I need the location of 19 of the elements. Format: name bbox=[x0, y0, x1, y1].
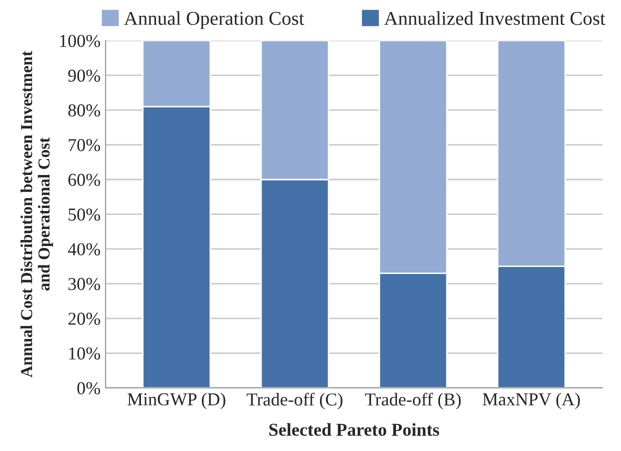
legend-label: Annual Operation Cost bbox=[124, 11, 304, 29]
x-tick-label: Trade-off (B) bbox=[365, 392, 461, 410]
y-tick-label: 10% bbox=[69, 347, 100, 360]
y-tick-label: 20% bbox=[68, 312, 100, 325]
x-tick-label: MaxNPV (A) bbox=[482, 392, 580, 410]
y-axis-title: Annual Cost Distribution between Investment and Operational Cost bbox=[20, 50, 54, 378]
x-axis-title: Selected Pareto Points bbox=[269, 423, 440, 436]
legend-label: Annualized Investment Cost bbox=[384, 11, 606, 25]
y-tick-label: 100% bbox=[60, 34, 100, 48]
y-tick-label: 40% bbox=[68, 243, 100, 256]
y-tick-label: 80% bbox=[68, 104, 100, 117]
x-tick-label: Trade-off (C) bbox=[246, 392, 342, 410]
y-tick-label: 70% bbox=[68, 139, 100, 152]
y-tick-label: 0% bbox=[77, 382, 100, 394]
y-tick-label: 50% bbox=[68, 208, 100, 221]
y-tick-label: 30% bbox=[68, 278, 100, 290]
x-tick-label: MinGWP (D) bbox=[128, 392, 226, 410]
y-tick-label: 90% bbox=[68, 70, 100, 82]
y-tick-label: 60% bbox=[68, 174, 100, 186]
